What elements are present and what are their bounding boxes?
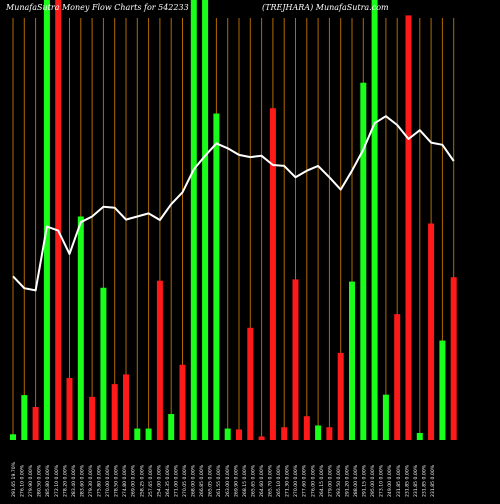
flow-bar-6: [66, 377, 73, 440]
x-tick-label: 278.20 0.00%: [62, 464, 68, 497]
flow-bar-19: [213, 113, 220, 441]
x-tick-label: 264.15 0.00%: [319, 464, 325, 497]
flow-bar-13: [145, 428, 152, 440]
flow-bar-21: [236, 429, 242, 440]
x-tick-label: 293.50 0.00%: [336, 464, 342, 497]
x-tick-label: 231.85 0.00%: [396, 464, 402, 497]
flow-bar-25: [281, 427, 288, 440]
x-tick-label: 231.85 0.00%: [421, 464, 427, 497]
flow-bar-7: [77, 216, 84, 440]
x-tick-label: 269.90 0.00%: [233, 464, 239, 497]
x-tick-label: 231.85 0.00%: [430, 464, 436, 497]
x-tick-label: 278.50 0.00%: [114, 464, 120, 497]
x-tick-label: 283.40 0.00%: [71, 464, 77, 497]
flow-bar-35: [394, 314, 401, 440]
x-tick-label: 231.85 0.00%: [404, 464, 410, 497]
chart-title-left: MunafaSutra Money Flow Charts for 542233: [6, 3, 189, 12]
flow-bar-10: [111, 384, 118, 440]
x-tick-label: 270.00 0.00%: [293, 464, 299, 497]
chart-title-right: (TREJHARA) MunafaSutra.com: [262, 3, 389, 12]
x-tick-label: 280.50 0.00%: [37, 464, 43, 497]
x-tick-label: 295.00 0.00%: [370, 464, 376, 497]
flow-bar-15: [168, 414, 175, 440]
x-tick-label: 271.00 0.00%: [173, 464, 179, 497]
x-tick-label: 273.10 0.00%: [379, 464, 385, 497]
flow-bar-18: [202, 0, 209, 440]
flow-bar-40: [450, 277, 457, 440]
flow-bar-5: [55, 0, 62, 440]
x-tick-label: 291.15 0.00%: [362, 464, 368, 497]
x-tick-label: 254.00 0.00%: [156, 464, 162, 497]
flow-bar-16: [179, 364, 186, 440]
flow-bar-22: [247, 327, 254, 440]
flow-bar-17: [190, 0, 197, 440]
flow-bar-37: [416, 432, 423, 440]
flow-bar-23: [258, 436, 265, 440]
flow-bar-8: [89, 396, 96, 440]
flow-bar-36: [405, 15, 412, 441]
x-tick-label: 264.35 0.00%: [165, 464, 171, 497]
flow-bar-24: [269, 108, 276, 441]
flow-bar-20: [224, 428, 231, 440]
x-tick-label: 285.80 0.00%: [45, 464, 51, 497]
flow-bar-39: [439, 340, 446, 440]
x-tick-label: 277.60 0.00%: [302, 464, 308, 497]
x-tick-labels: 291.65 19.70% 276.10 0.00% 279.90 0.00% 280…: [11, 461, 436, 497]
x-tick-label: 288.00 0.00%: [353, 464, 359, 497]
flow-bar-26: [292, 279, 299, 440]
x-tick-label: 265.05 0.00%: [208, 464, 214, 497]
x-tick-label: 265.70 0.00%: [268, 464, 274, 497]
flow-bar-2: [21, 395, 28, 440]
bar-layer: [10, 0, 457, 441]
x-tick-label: 279.00 0.00%: [327, 464, 333, 497]
flow-bar-9: [100, 287, 107, 440]
flow-bar-29: [326, 427, 333, 440]
x-tick-label: 279.30 0.00%: [88, 464, 94, 497]
flow-bar-30: [337, 352, 344, 440]
x-tick-label: 249.00 0.00%: [387, 464, 393, 497]
flow-bar-14: [156, 280, 163, 440]
x-tick-label: 231.85 0.00%: [413, 464, 419, 497]
x-tick-label: 283.60 0.00%: [79, 464, 85, 497]
flow-bar-12: [134, 428, 141, 440]
x-tick-label: 261.55 0.00%: [216, 464, 222, 497]
price-line: [12, 115, 455, 292]
x-tick-label: 263.00 0.00%: [225, 464, 231, 497]
flow-bar-28: [315, 425, 322, 440]
x-tick-label: 274.80 0.00%: [122, 464, 128, 497]
x-tick-label: 258.25 0.00%: [139, 464, 145, 497]
x-tick-label: 271.30 0.00%: [285, 464, 291, 497]
flow-bar-34: [382, 394, 389, 440]
x-tick-label: 272.10 0.00%: [54, 464, 60, 497]
x-tick-label: 276.10 0.00%: [20, 464, 26, 497]
x-tick-label: 266.85 0.00%: [199, 464, 205, 497]
flow-bar-33: [371, 0, 378, 440]
flow-bar-3: [32, 407, 39, 440]
x-tick-label: 264.60 0.00%: [259, 464, 265, 497]
x-tick-label: 275.80 0.00%: [97, 464, 103, 497]
x-tick-label: 265.10 0.00%: [276, 464, 282, 497]
x-tick-label: 269.00 0.00%: [131, 464, 137, 497]
line-layer: [12, 115, 455, 292]
flow-bar-11: [123, 374, 129, 440]
x-tick-label: 270.05 0.00%: [182, 464, 188, 497]
x-tick-label: 276.00 0.00%: [310, 464, 316, 497]
flow-bar-38: [428, 223, 435, 440]
flow-bar-1: [10, 434, 16, 440]
x-tick-label: 257.65 0.00%: [148, 464, 154, 497]
x-tick-label: 291.65 19.70%: [11, 461, 17, 497]
flow-bar-27: [303, 416, 310, 440]
x-tick-label: 268.00 0.00%: [191, 464, 197, 497]
x-tick-label: 268.15 0.00%: [242, 464, 248, 497]
x-tick-label: 291.20 0.00%: [344, 464, 350, 497]
x-tick-label: 279.90 0.00%: [28, 464, 34, 497]
flow-bar-31: [349, 281, 355, 440]
flow-bar-32: [360, 82, 367, 440]
flow-bar-4: [43, 0, 50, 440]
x-tick-label: 265.65 0.00%: [250, 464, 256, 497]
x-tick-label: 270.00 0.00%: [105, 464, 111, 497]
